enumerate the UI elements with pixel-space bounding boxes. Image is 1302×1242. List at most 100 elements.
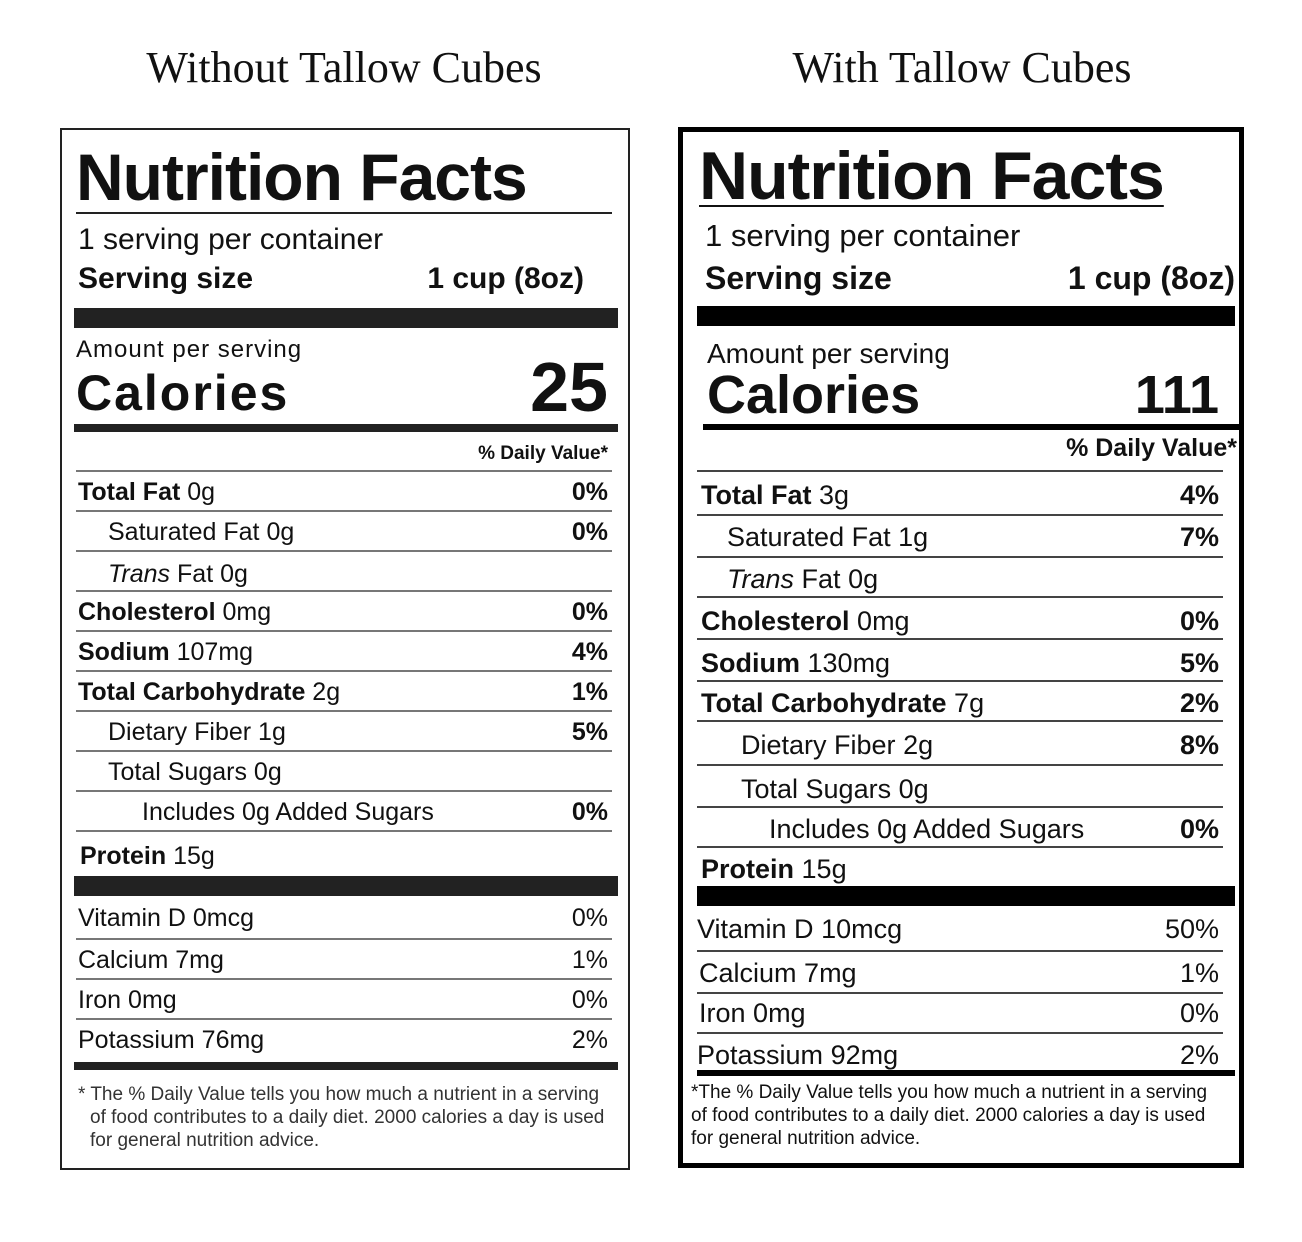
nutrient-name: Total Carbohydrate 7g	[701, 690, 984, 717]
divider	[76, 212, 612, 214]
nutrition-label-without-tallow: Nutrition Facts 1 serving per container …	[60, 128, 630, 1170]
nutrient-amount: 7mg	[804, 958, 857, 988]
nutrient-amount: 0g	[220, 560, 248, 588]
row-divider	[697, 638, 1223, 640]
nutrient-amount: 76mg	[201, 1026, 265, 1054]
row-divider	[76, 830, 612, 832]
nutrient-amount: 0g	[266, 518, 295, 546]
row-divider	[697, 764, 1223, 766]
nutrient-name: Total Fat 0g	[78, 480, 215, 505]
nutrient-amount: 0mg	[128, 986, 177, 1014]
nutrient-amount: 15g	[801, 854, 847, 884]
daily-value-percent: 0%	[571, 904, 608, 932]
nutrient-label: Dietary Fiber	[741, 730, 896, 760]
serving-size-label: Serving size	[78, 262, 254, 295]
daily-value-percent: 1%	[571, 946, 608, 974]
serving-size-value: 1 cup (8oz)	[1067, 260, 1235, 296]
nutrient-label: Total Fat	[701, 480, 812, 510]
row-divider	[697, 846, 1223, 848]
nutrition-label-with-tallow: Nutrition Facts 1 serving per container …	[678, 127, 1244, 1168]
nutrient-amount: 92mg	[830, 1040, 899, 1070]
nutrient-name: Iron 0mg	[699, 1000, 806, 1027]
row-divider	[76, 750, 612, 752]
daily-value-percent: 1%	[1179, 958, 1219, 988]
servings-per-container: 1 serving per container	[705, 218, 1021, 253]
nutrient-label: Sodium	[701, 648, 800, 678]
nutrient-label: Fat	[177, 560, 214, 588]
row-divider	[697, 992, 1223, 994]
nutrient-name: Iron 0mg	[78, 988, 177, 1013]
nutrient-name: Dietary Fiber 1g	[108, 720, 286, 745]
left-heading: Without Tallow Cubes	[146, 43, 542, 92]
row-divider	[76, 510, 612, 512]
row-divider	[76, 550, 612, 552]
serving-size-value: 1 cup (8oz)	[427, 262, 584, 295]
thick-divider	[697, 886, 1235, 906]
nutrient-name: Calcium 7mg	[699, 960, 857, 987]
row-divider	[697, 514, 1223, 516]
nutrient-amount: 7mg	[175, 946, 224, 974]
nutrient-label: Total Sugars	[108, 758, 247, 786]
calories-value: 111	[1134, 365, 1219, 425]
nutrient-amount: 0g	[898, 774, 929, 804]
nutrient-name: Total Sugars 0g	[741, 776, 929, 803]
nutrient-label: Protein	[80, 842, 167, 870]
right-heading: With Tallow Cubes	[792, 43, 1132, 92]
nutrient-name: Total Sugars 0g	[108, 760, 282, 785]
nutrient-label: Saturated Fat	[108, 518, 260, 546]
nutrient-name: Vitamin D 0mcg	[78, 906, 254, 931]
daily-value-header: % Daily Value*	[478, 443, 608, 464]
nutrient-name: Protein 15g	[80, 844, 215, 869]
nutrient-amount: 2g	[312, 678, 341, 706]
nutrient-name: Total Carbohydrate 2g	[78, 680, 340, 705]
nutrient-label: Includes 0g Added Sugars	[769, 814, 1085, 844]
row-divider	[76, 670, 612, 672]
row-divider	[697, 950, 1223, 952]
daily-value-percent: 7%	[1179, 522, 1219, 552]
medium-divider	[697, 1070, 1235, 1076]
daily-value-percent: 4%	[571, 638, 608, 666]
nutrient-label: Potassium	[697, 1040, 824, 1070]
nutrient-label: Total Sugars	[741, 774, 892, 804]
nutrient-label: Includes 0g Added Sugars	[142, 798, 434, 826]
nutrient-name: Total Fat 3g	[701, 482, 849, 509]
daily-value-percent: 2%	[571, 1026, 608, 1054]
row-divider	[76, 710, 612, 712]
nutrient-name: Trans Fat 0g	[108, 562, 248, 587]
row-divider	[76, 978, 612, 980]
nutrient-label: Calcium	[78, 946, 169, 974]
daily-value-percent: 0%	[571, 798, 608, 826]
row-divider	[76, 630, 612, 632]
nutrient-label: Total Carbohydrate	[78, 678, 306, 706]
nutrient-amount: 0g	[848, 564, 879, 594]
nutrient-amount: 0mcg	[192, 904, 255, 932]
daily-value-percent: 4%	[1179, 480, 1219, 510]
nutrient-name: Potassium 92mg	[697, 1042, 898, 1069]
daily-value-percent: 0%	[1179, 998, 1219, 1028]
nutrient-amount: 130mg	[807, 648, 891, 678]
daily-value-percent: 0%	[571, 598, 608, 626]
nutrient-label: Vitamin D	[697, 914, 814, 944]
nutrient-label: Fat	[801, 564, 841, 594]
nutrient-label: Protein	[701, 854, 795, 884]
row-divider	[76, 1018, 612, 1020]
nutrient-label: Cholesterol	[701, 606, 850, 636]
row-divider	[697, 806, 1223, 808]
nutrient-name: Calcium 7mg	[78, 948, 224, 973]
nutrient-name: Cholesterol 0mg	[78, 600, 271, 625]
row-divider	[697, 470, 1223, 472]
nutrient-amount: 0g	[187, 478, 216, 506]
calories-label: Calories	[76, 365, 290, 421]
nutrient-label: Iron	[78, 986, 122, 1014]
medium-divider	[703, 424, 1239, 430]
nutrient-name-italic: Trans	[727, 564, 795, 594]
nutrient-name: Dietary Fiber 2g	[741, 732, 933, 759]
nutrient-label: Dietary Fiber	[108, 718, 252, 746]
nutrient-name: Saturated Fat 0g	[108, 520, 294, 545]
daily-value-percent: 5%	[571, 718, 608, 746]
nutrient-amount: 1g	[898, 522, 929, 552]
nutrient-label: Saturated Fat	[727, 522, 891, 552]
nutrition-facts-title: Nutrition Facts	[699, 138, 1165, 214]
thick-divider	[74, 876, 618, 896]
nutrient-label: Total Fat	[78, 478, 181, 506]
